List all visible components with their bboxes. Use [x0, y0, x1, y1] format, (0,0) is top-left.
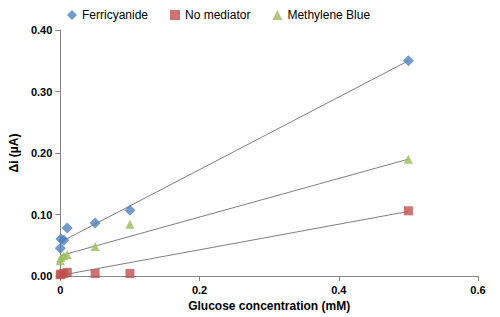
svg-text:0.30: 0.30	[31, 86, 52, 98]
svg-text:Δi (µA): Δi (µA)	[7, 134, 21, 173]
svg-text:Glucose concentration (mM): Glucose concentration (mM)	[188, 299, 350, 313]
svg-text:0.2: 0.2	[192, 284, 207, 296]
svg-text:0.4: 0.4	[331, 284, 347, 296]
svg-text:0.20: 0.20	[31, 147, 52, 159]
svg-text:Ferricyanide: Ferricyanide	[82, 8, 148, 22]
svg-text:0.40: 0.40	[31, 24, 52, 36]
svg-text:0.6: 0.6	[470, 284, 485, 296]
svg-text:Methylene Blue: Methylene Blue	[287, 8, 370, 22]
svg-text:0.00: 0.00	[31, 270, 52, 282]
svg-text:0.10: 0.10	[31, 209, 52, 221]
svg-text:0: 0	[57, 284, 63, 296]
svg-text:No mediator: No mediator	[185, 8, 250, 22]
